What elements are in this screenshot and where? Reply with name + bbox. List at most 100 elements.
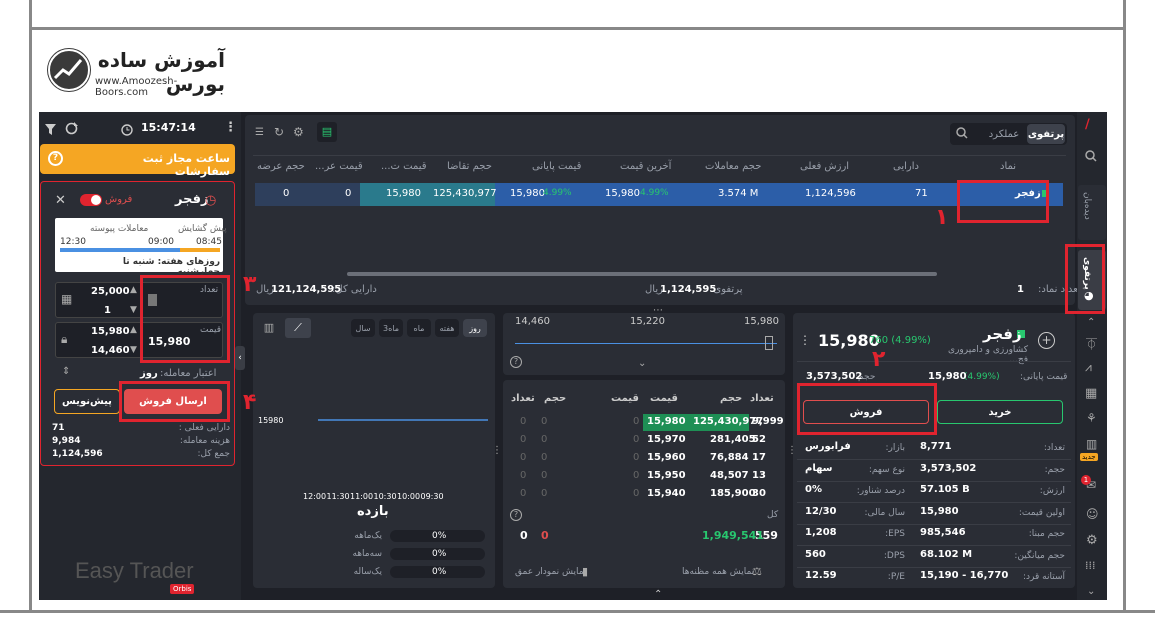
tab-watch[interactable] xyxy=(1078,185,1106,240)
more-icon[interactable]: ⋮ xyxy=(799,333,811,347)
drag-handle[interactable]: ⋮ xyxy=(787,445,797,456)
frame-border xyxy=(0,0,1155,30)
return-value: 0% xyxy=(432,531,447,541)
building-icon[interactable]: ▥ xyxy=(1086,437,1098,451)
excel-icon[interactable]: ▤ xyxy=(317,122,337,142)
row-ask-price: 0 xyxy=(345,188,352,199)
collapse-handle[interactable]: ‹ xyxy=(235,346,245,370)
calculator-icon[interactable]: ▦ xyxy=(61,292,73,306)
list-icon[interactable]: ☰ xyxy=(255,127,264,138)
funnel-icon[interactable]: ⏁ xyxy=(1086,338,1097,351)
chevron-down-icon[interactable]: ▼ xyxy=(130,345,137,355)
chevron-down-icon[interactable]: ⌄ xyxy=(1087,586,1096,597)
side-toggle[interactable] xyxy=(80,194,102,206)
drag-handle[interactable]: ⋮ xyxy=(492,445,502,456)
history-icon[interactable]: ◷ xyxy=(205,193,217,208)
continuous-label: معاملات پیوسته xyxy=(90,224,149,234)
tab-portfolio[interactable]: پرتفوی xyxy=(1027,124,1065,144)
drag-handle[interactable]: ⋯ xyxy=(653,305,663,316)
period-button[interactable]: ماه xyxy=(407,319,431,337)
price-value[interactable]: 15,980 xyxy=(148,335,191,348)
line-chart-icon[interactable]: ⟋ xyxy=(285,318,311,338)
dropdown-icon[interactable]: ⇕ xyxy=(62,366,71,377)
refresh-icon[interactable] xyxy=(65,120,78,139)
table-header[interactable]: قیمت عر... xyxy=(315,161,363,172)
search-icon[interactable] xyxy=(1085,147,1097,166)
lock-icon[interactable]: 🔒︎ xyxy=(61,332,68,346)
chevron-up-icon[interactable]: ⌃ xyxy=(654,589,663,600)
refresh-icon[interactable]: ↻ xyxy=(274,125,285,139)
grid-icon[interactable]: ▦ xyxy=(1085,386,1098,401)
scale-icon[interactable]: ⚖ xyxy=(752,565,762,578)
bar-chart-icon[interactable]: ▮ xyxy=(582,565,589,578)
row-symbol[interactable]: زفجر xyxy=(1015,188,1041,199)
return-bar xyxy=(390,566,485,578)
table-header[interactable]: حجم معاملات xyxy=(705,161,762,172)
ob-volume: 281,405 xyxy=(710,434,756,445)
chevron-up-icon[interactable]: ▲ xyxy=(130,285,137,295)
chevron-down-icon[interactable]: ▼ xyxy=(130,305,137,315)
gear-icon[interactable]: ⚙ xyxy=(293,125,304,139)
chart-icon[interactable]: ⩘ xyxy=(1085,360,1092,374)
ob-price[interactable]: 15,940 xyxy=(647,488,686,499)
close-icon[interactable]: ✕ xyxy=(55,193,66,208)
ob-price[interactable]: 15,980 xyxy=(647,416,686,427)
tab-portfolio-side[interactable] xyxy=(1078,250,1106,310)
ob-price[interactable]: 15,970 xyxy=(647,434,686,445)
price-field[interactable] xyxy=(55,322,223,358)
table-header[interactable]: نماد xyxy=(1000,161,1017,172)
chevron-up-icon[interactable]: ▲ xyxy=(130,325,137,335)
price-spin-bottom[interactable]: 14,460 xyxy=(91,345,130,356)
show-depth-link[interactable]: نمایش نمودار عمق xyxy=(515,567,587,577)
qty-label: تعداد xyxy=(200,285,219,295)
period-button[interactable]: روز xyxy=(463,319,487,337)
help-icon[interactable]: ? xyxy=(510,509,522,521)
buy-button[interactable]: خرید xyxy=(937,400,1063,424)
table-header[interactable]: قیمت ت... xyxy=(381,161,427,172)
chevron-down-icon[interactable]: ⌄ xyxy=(638,358,647,369)
status-dot xyxy=(1042,190,1049,197)
help-icon[interactable]: ? xyxy=(510,356,522,368)
ob-price[interactable]: 15,960 xyxy=(647,452,686,463)
table-header[interactable]: ارزش فعلی xyxy=(800,161,850,172)
row-last: 15,980 xyxy=(605,188,640,199)
search-icon[interactable] xyxy=(956,124,968,143)
table-header[interactable]: حجم عرضه xyxy=(257,161,305,172)
table-header[interactable]: آخرین قیمت xyxy=(620,161,672,172)
ob-price[interactable]: 15,950 xyxy=(647,470,686,481)
support-icon[interactable]: ☺ xyxy=(1086,507,1099,521)
gear-icon[interactable]: ⚙ xyxy=(1086,533,1098,548)
plant-icon[interactable]: ⚘ xyxy=(1086,411,1097,425)
horizontal-scrollbar[interactable] xyxy=(347,272,937,276)
card-label: EPS: xyxy=(885,529,905,539)
table-header[interactable]: قیمت پایانی xyxy=(532,161,582,172)
draft-button[interactable]: پیش‌نویس xyxy=(54,389,120,414)
candle-chart-icon[interactable]: ▥ xyxy=(263,321,275,334)
tab-performance[interactable]: عملکرد xyxy=(988,128,1020,140)
filter-icon[interactable] xyxy=(45,121,56,140)
message-icon[interactable]: ✉ xyxy=(1086,478,1097,492)
table-header[interactable]: دارایی xyxy=(893,161,919,172)
show-all-link[interactable]: نمایش همه مظنه‌ها xyxy=(682,567,755,577)
clock-time: 15:47:14 xyxy=(141,121,196,134)
ob-header-buy: حجم xyxy=(720,393,743,404)
send-sell-button[interactable]: ارسال فروش xyxy=(124,389,222,414)
period-button[interactable]: 3ماه xyxy=(379,319,403,337)
qty-spin-top[interactable]: 25,000 xyxy=(91,286,130,297)
more-icon[interactable]: ⋮ xyxy=(224,120,237,135)
price-spin-top[interactable]: 15,980 xyxy=(91,326,130,337)
period-button[interactable]: هفته xyxy=(435,319,459,337)
ob-sell-count: 0 xyxy=(520,452,527,463)
card-label: نوع سهم: xyxy=(868,464,905,475)
table-header[interactable]: حجم تقاضا xyxy=(447,161,492,172)
chevron-up-icon[interactable]: ⌃ xyxy=(1087,317,1096,328)
help-icon[interactable]: ? xyxy=(48,151,63,166)
validity-value[interactable]: روز xyxy=(140,368,158,379)
apps-icon[interactable]: ⁞⁞⁞ xyxy=(1085,559,1096,572)
period-button[interactable]: سال xyxy=(351,319,375,337)
sell-button[interactable]: فروش xyxy=(803,400,929,424)
qty-field[interactable] xyxy=(55,282,223,318)
add-icon[interactable]: + xyxy=(1038,332,1055,349)
annotation-4: ۴ xyxy=(243,390,257,415)
qty-spin-bottom[interactable]: 1 xyxy=(104,305,111,316)
